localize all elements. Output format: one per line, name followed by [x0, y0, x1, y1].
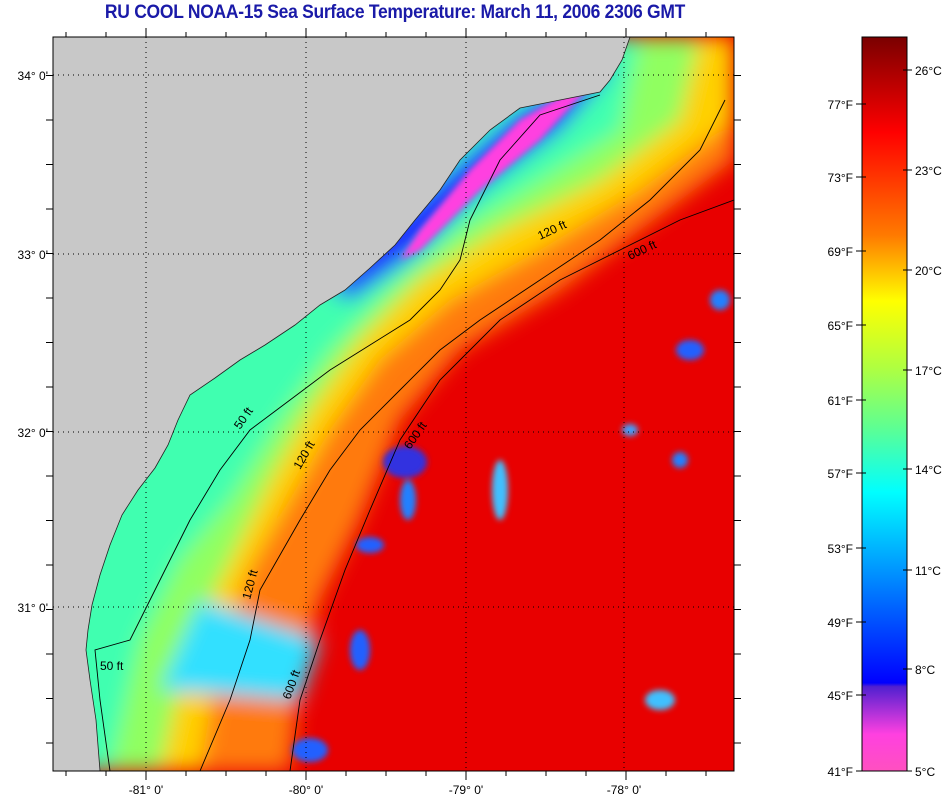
fahrenheit-tick-label: 57°F [828, 467, 853, 481]
lon-label: -79° 0' [449, 783, 483, 797]
sst-features [292, 75, 730, 762]
graticule [53, 37, 734, 771]
frame-ticks [46, 28, 741, 780]
celsius-tick-label: 26°C [915, 64, 942, 78]
fahrenheit-tick-label: 65°F [828, 319, 853, 333]
map-plot: 50 ft 50 ft 120 ft 120 ft 120 ft 600 ft … [53, 37, 734, 771]
fahrenheit-tick-label: 49°F [828, 616, 853, 630]
celsius-tick-label: 8°C [915, 663, 935, 677]
celsius-tick-label: 17°C [915, 364, 942, 378]
map-title: RU COOL NOAA-15 Sea Surface Temperature:… [104, 2, 686, 23]
lat-label: 33° 0' [18, 248, 48, 262]
contour-50ft [94, 94, 601, 771]
lon-label: -78° 0' [607, 783, 641, 797]
celsius-tick-label: 5°C [915, 765, 935, 779]
celsius-tick-label: 11°C [915, 564, 941, 578]
fahrenheit-tick-label: 53°F [828, 542, 853, 556]
celsius-tick-label: 20°C [915, 264, 942, 278]
latitude-labels: 34° 0' 33° 0' 32° 0' 31° 0' [18, 69, 48, 615]
fahrenheit-tick-label: 41°F [828, 765, 853, 779]
contour-120ft [199, 99, 726, 771]
lat-label: 31° 0' [18, 601, 48, 615]
celsius-tick-label: 14°C [915, 463, 942, 477]
fahrenheit-tick-label: 73°F [828, 171, 853, 185]
contour-600ft [289, 199, 734, 771]
colorbar: 77°F 73°F 69°F 65°F 61°F 57°F 53°F 49°F 45°F 41°F… [828, 36, 942, 779]
celsius-labels: 26°C 23°C 20°C 17°C 14°C 11°C 8°C 5°C [903, 64, 942, 779]
lat-label: 32° 0' [18, 426, 48, 440]
fahrenheit-labels: 77°F 73°F 69°F 65°F 61°F 57°F 53°F 49°F 45°F 41°F [828, 98, 866, 779]
contour-label-50ft: 50 ft [100, 659, 124, 673]
fahrenheit-tick-label: 45°F [828, 689, 853, 703]
depth-contours [94, 94, 734, 771]
map-frame [52, 36, 735, 772]
lon-label: -80° 0' [289, 783, 323, 797]
fahrenheit-tick-label: 69°F [828, 245, 853, 259]
land-mass [53, 37, 631, 771]
lat-label: 34° 0' [18, 69, 48, 83]
celsius-tick-label: 23°C [915, 164, 942, 178]
colorbar-scale [861, 36, 908, 772]
longitude-labels: -81° 0' -80° 0' -79° 0' -78° 0' [129, 783, 641, 797]
fahrenheit-tick-label: 77°F [828, 98, 853, 112]
lon-label: -81° 0' [129, 783, 163, 797]
fahrenheit-tick-label: 61°F [828, 394, 853, 408]
